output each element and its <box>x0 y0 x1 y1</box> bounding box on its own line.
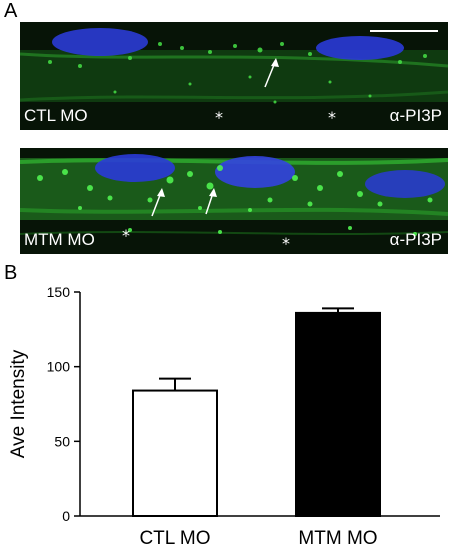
bar-0 <box>132 389 218 517</box>
bar-1 <box>295 311 381 518</box>
asterisk-marker: * <box>328 108 336 127</box>
micrograph-ctl-stain-label: α-PI3P <box>389 106 442 125</box>
asterisk-marker: * <box>215 108 223 127</box>
y-axis-label: Ave Intensity <box>8 349 29 458</box>
micrograph-mtm: MTM MO α-PI3P * * <box>20 148 448 254</box>
y-tick-label: 50 <box>54 433 70 449</box>
micrograph-ctl-condition-label: CTL MO <box>24 106 88 125</box>
y-tick-label: 150 <box>47 284 71 300</box>
y-tick-label: 0 <box>62 508 70 524</box>
asterisk-marker: * <box>282 234 290 253</box>
panel-b-label: B <box>4 262 18 284</box>
y-tick-label: 100 <box>47 359 71 375</box>
micrograph-mtm-condition-label: MTM MO <box>24 230 95 249</box>
x-tick-label: MTM MO <box>298 528 377 549</box>
x-tick-label: CTL MO <box>139 528 210 549</box>
micrograph-mtm-stain-label: α-PI3P <box>389 230 442 249</box>
micrograph-ctl: CTL MO α-PI3P * * <box>20 22 448 130</box>
micrograph-mtm-image <box>20 148 448 254</box>
micrograph-ctl-image <box>20 22 448 130</box>
panel-a-label: A <box>4 0 18 22</box>
asterisk-marker: * <box>122 226 130 245</box>
